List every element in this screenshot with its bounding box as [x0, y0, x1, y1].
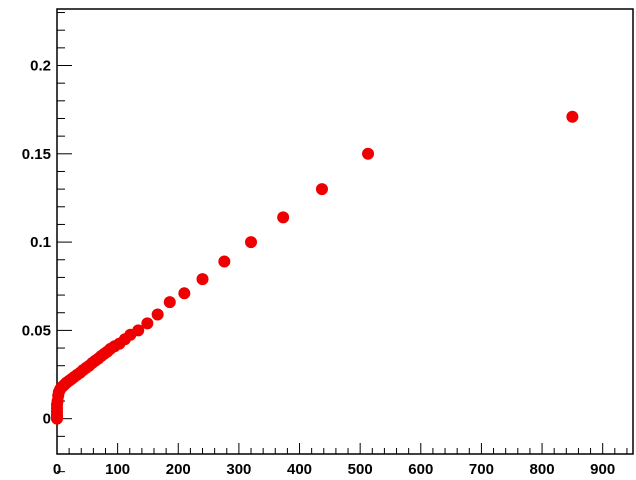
x-tick-label: 600 [408, 461, 433, 478]
x-tick-label: 500 [348, 461, 373, 478]
axis-ticks [56, 12, 628, 473]
x-tick-label: 100 [105, 461, 130, 478]
y-tick-label: 0.2 [30, 58, 51, 75]
x-tick-label: 300 [226, 461, 251, 478]
y-tick-label: 0.1 [30, 234, 51, 251]
x-tick-label: 900 [590, 461, 615, 478]
data-point [566, 110, 579, 123]
data-point [163, 296, 176, 309]
plot-frame [56, 8, 634, 455]
data-point [277, 211, 290, 224]
x-tick-label: 200 [166, 461, 191, 478]
data-point [132, 324, 145, 337]
data-point [245, 236, 258, 249]
data-point [362, 147, 375, 160]
y-tick-label: 0.05 [22, 322, 51, 339]
y-tick-label: 0 [43, 411, 51, 428]
data-point [315, 183, 328, 196]
x-tick-label: 0 [53, 461, 61, 478]
y-tick-labels: 0 0.05 0.1 0.15 0.2 [22, 58, 51, 428]
x-tick-labels: 0 100 200 300 400 500 600 700 800 900 [53, 461, 615, 478]
data-points [51, 110, 579, 425]
x-tick-label: 800 [530, 461, 555, 478]
x-tick-label: 400 [287, 461, 312, 478]
x-tick-label: 700 [469, 461, 494, 478]
data-point [151, 308, 164, 321]
data-point [218, 255, 231, 268]
data-point [196, 273, 209, 286]
y-tick-label: 0.15 [22, 146, 51, 163]
data-point [141, 317, 154, 330]
data-point [178, 287, 191, 300]
